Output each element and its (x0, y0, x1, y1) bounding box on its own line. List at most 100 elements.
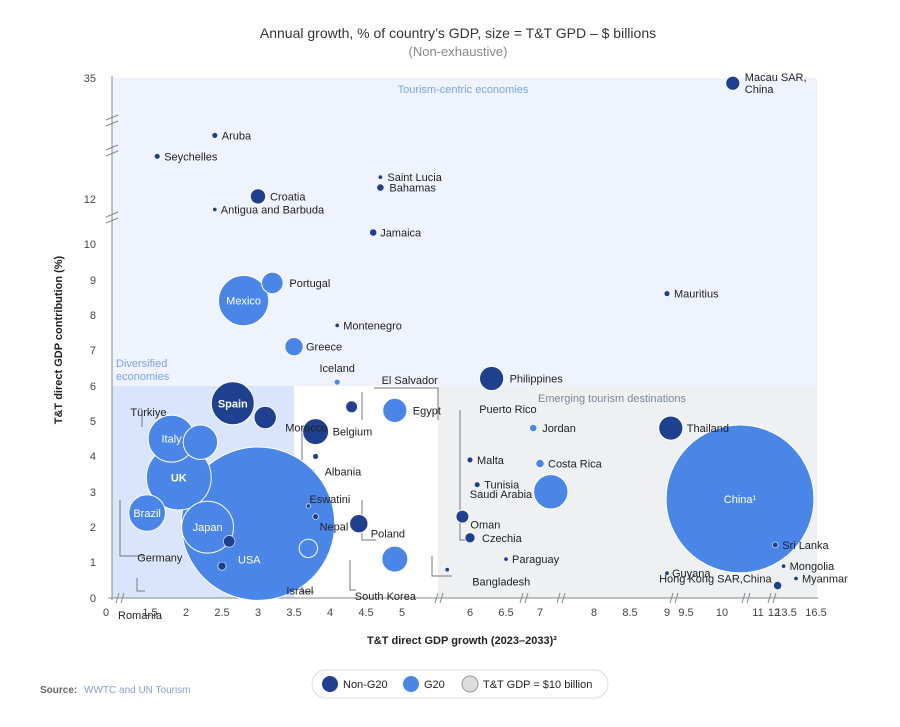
x-tick-label: 6 (467, 607, 473, 619)
x-tick-labels: 0 1.5 2 2.5 3 3.5 4 4.5 5 6 6.5 7 8 8.5 … (103, 607, 827, 619)
label-mexico: Mexico (226, 296, 261, 308)
label-guyana: Guyana (672, 568, 711, 580)
label-el-salvador: El Salvador (382, 375, 439, 387)
bubble-mauritius (663, 290, 671, 297)
x-tick-label: 3 (255, 607, 261, 619)
legend: Non-G20 G20 T&T GDP = $10 billion (311, 669, 609, 699)
label-sri-lanka: Sri Lanka (782, 540, 829, 552)
bubble-portugal (261, 271, 284, 295)
bubble-bahamas (376, 183, 385, 192)
bubble-paraguay (503, 556, 509, 562)
label-brazil: Brazil (133, 508, 161, 520)
label-myanmar: Myanmar (802, 574, 848, 586)
label-jamaica: Jamaica (380, 228, 422, 240)
label-poland: Poland (371, 529, 405, 541)
label-puerto-rico: Puerto Rico (479, 404, 536, 416)
bubble-iceland (334, 378, 341, 386)
bubble-usa (180, 446, 336, 601)
bubble-seychelles (154, 153, 161, 160)
bubble-costa-rica (535, 459, 545, 468)
y-tick-label: 1 (90, 557, 96, 569)
label-mongolia: Mongolia (790, 561, 836, 573)
label-spain: Spain (218, 398, 248, 410)
label-croatia: Croatia (270, 191, 306, 203)
y-tick-label: 7 (90, 345, 96, 357)
y-tick-label: 4 (90, 451, 96, 463)
bubble-montenegro (334, 322, 340, 328)
bubble-jamaica (369, 228, 378, 237)
bubble-mongolia (781, 563, 787, 569)
bubble-aruba (211, 132, 219, 139)
label-costa-rica: Costa Rica (548, 459, 603, 471)
label-malta: Malta (477, 455, 505, 467)
y-tick-label: 35 (84, 73, 96, 85)
legend-box (311, 669, 609, 699)
label-morocco: Morocco (285, 423, 327, 435)
source-line: Source: WWTC and UN Tourism (40, 685, 191, 696)
y-tick-label: 8 (90, 310, 96, 322)
bubble-jordan (529, 424, 538, 432)
label-bahamas: Bahamas (389, 183, 436, 195)
x-tick-label: 10 (716, 607, 728, 619)
label-hong-kong-sar-china: Hong Kong SAR,China (659, 574, 772, 586)
bubble-el-salvador (345, 400, 358, 413)
label-paraguay: Paraguay (512, 554, 560, 566)
bubble-myanmar (793, 575, 799, 581)
x-tick-label: 13.5 (775, 607, 796, 619)
x-tick-label: 9.5 (678, 607, 693, 619)
x-tick-label: 5 (399, 607, 405, 619)
y-tick-label: 5 (90, 416, 96, 428)
y-tick-label: 9 (90, 275, 96, 287)
bubble-bangladesh (444, 567, 450, 573)
y-tick-label: 10 (84, 239, 96, 251)
label-tunisia: Tunisia (484, 480, 520, 492)
chart-subtitle: (Non-exhaustive) (409, 44, 508, 59)
label-usa: USA (238, 555, 261, 567)
label-philippines: Philippines (510, 374, 564, 386)
label-israel: Israel (286, 585, 313, 597)
bubble-south-korea (381, 545, 409, 573)
label-albania: Albania (325, 466, 363, 478)
label-mauritius: Mauritius (674, 289, 719, 301)
legend-size-swatch (461, 675, 479, 693)
diversified-region-label-2: economies (116, 371, 170, 383)
bubble-poland (349, 514, 369, 534)
label-nepal: Nepal (320, 522, 349, 534)
bubble-t-rkiye (182, 424, 219, 460)
y-tick-label: 12 (84, 194, 96, 206)
x-tick-label: 4.5 (358, 607, 373, 619)
bubble-guyana (664, 570, 670, 576)
x-tick-label: 8.5 (622, 607, 637, 619)
label-saudi-arabia: Saudi Arabia (470, 489, 533, 501)
label-belgium: Belgium (333, 427, 373, 439)
label-jordan: Jordan (542, 423, 576, 435)
source-text: WWTC and UN Tourism (84, 685, 191, 696)
x-axis-break-marks (115, 592, 777, 604)
label-aruba: Aruba (222, 130, 252, 142)
legend-non-g20-swatch (322, 676, 338, 692)
x-tick-label: 8 (591, 607, 597, 619)
label-portugal: Portugal (289, 278, 330, 290)
label-romania: Romania (118, 610, 163, 622)
bubble-israel (298, 538, 319, 559)
label-greece: Greece (306, 342, 342, 354)
y-tick-label: 3 (90, 487, 96, 499)
label-eswatini: Eswatini (309, 494, 350, 506)
callout-leader-lines (119, 387, 470, 593)
label-montenegro: Montenegro (343, 320, 402, 332)
label-italy: Italy (162, 434, 183, 446)
x-tick-label: 7 (537, 607, 543, 619)
label-saint-lucia: Saint Lucia (387, 172, 442, 184)
bubble-brazil (128, 494, 166, 532)
bubble-saint-lucia (377, 174, 383, 180)
x-tick-label: 11 (752, 607, 763, 619)
tourism-region-label: Tourism-centric economies (398, 84, 529, 96)
bubble-albania (312, 453, 319, 460)
label-macau-sar-china: Macau SAR, China (745, 72, 807, 96)
x-tick-label: 0 (103, 607, 109, 619)
label-line: Macau SAR, (745, 72, 807, 84)
x-tick-label: 12 (768, 607, 780, 619)
bubble-croatia (249, 188, 267, 205)
label-japan: Japan (193, 522, 223, 534)
